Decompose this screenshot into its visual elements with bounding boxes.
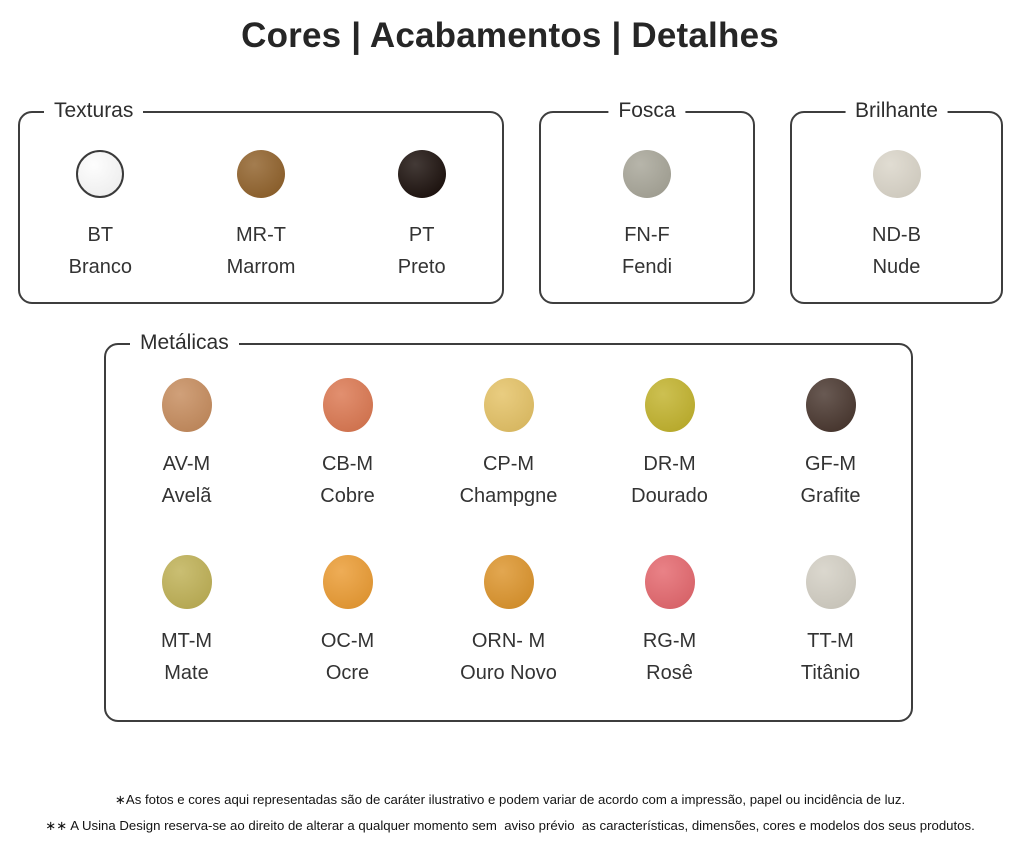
- group-brilhante-label: Brilhante: [845, 98, 948, 124]
- swatch-code: OC-M: [320, 630, 375, 652]
- metalicas-row-1: AV-M Avelã CB-M Cobre CP-M Champgne DR-M…: [106, 345, 911, 508]
- color-swatch-nude: [872, 150, 921, 198]
- swatch-name: Cobre: [320, 485, 375, 507]
- swatch-name: Branco: [68, 256, 133, 278]
- swatch-gfm-grafite: GF-M Grafite: [750, 378, 911, 508]
- color-swatch-fendi: [623, 150, 671, 198]
- color-swatch-mate: [161, 555, 212, 609]
- swatch-code: ND-B: [872, 224, 921, 246]
- color-swatch-cobre: [322, 378, 373, 432]
- page-title: Cores | Acabamentos | Detalhes: [241, 16, 779, 55]
- swatch-code: CP-M: [482, 453, 535, 475]
- color-swatch-avela: [161, 378, 212, 432]
- swatch-code: DR-M: [643, 453, 696, 475]
- swatch-name: Champgne: [459, 485, 558, 507]
- swatch-code: AV-M: [162, 453, 211, 475]
- swatch-name: Mate: [164, 662, 209, 684]
- swatch-code: ORN- M: [471, 630, 546, 652]
- fosca-swatch-row: FN-F Fendi: [541, 113, 753, 279]
- texturas-swatch-row: BT Branco MR-T Marrom PT Preto: [20, 113, 502, 279]
- swatch-name: Avelã: [161, 485, 212, 507]
- swatch-mrt-marrom: MR-T Marrom: [181, 113, 342, 279]
- group-fosca-label: Fosca: [608, 98, 686, 124]
- swatch-ndb-nude: ND-B Nude: [792, 113, 1001, 279]
- swatch-name: Preto: [397, 256, 446, 278]
- group-texturas: Texturas BT Branco MR-T Marrom PT Preto: [18, 98, 504, 304]
- swatch-bt-branco: BT Branco: [20, 113, 181, 279]
- swatch-avm-avela: AV-M Avelã: [106, 378, 267, 508]
- group-metalicas-label: Metálicas: [130, 330, 239, 356]
- swatch-code: FN-F: [624, 224, 670, 246]
- swatch-name: Dourado: [631, 485, 708, 507]
- swatch-code: CB-M: [321, 453, 374, 475]
- swatch-name: Nude: [872, 256, 921, 278]
- swatch-ttm-titanio: TT-M Titânio: [750, 555, 911, 685]
- swatch-code: MT-M: [160, 630, 213, 652]
- swatch-name: Fendi: [621, 256, 673, 278]
- color-swatch-dourado: [644, 378, 695, 432]
- swatch-code: BT: [87, 224, 114, 246]
- group-texturas-label: Texturas: [44, 98, 144, 124]
- swatch-code: PT: [408, 224, 435, 246]
- swatch-drm-dourado: DR-M Dourado: [589, 378, 750, 508]
- swatch-mtm-mate: MT-M Mate: [106, 555, 267, 685]
- color-swatch-grafite: [805, 378, 856, 432]
- color-swatch-branco: [76, 150, 125, 198]
- brilhante-swatch-row: ND-B Nude: [792, 113, 1001, 279]
- swatch-code: TT-M: [807, 630, 854, 652]
- color-swatch-marrom: [237, 150, 285, 198]
- group-brilhante: Brilhante ND-B Nude: [790, 98, 1003, 304]
- color-swatch-titanio: [805, 555, 856, 609]
- footnote-rights-reserved: ∗∗ A Usina Design reserva-se ao direito …: [45, 818, 975, 833]
- swatch-name: Grafite: [800, 485, 861, 507]
- group-fosca: Fosca FN-F Fendi: [539, 98, 755, 304]
- swatch-name: Rosê: [646, 662, 693, 684]
- swatch-cpm-champgne: CP-M Champgne: [428, 378, 589, 508]
- footnote-illustrative-colors: ∗As fotos e cores aqui representadas são…: [114, 792, 906, 807]
- color-swatch-champgne: [483, 378, 534, 432]
- swatch-cbm-cobre: CB-M Cobre: [267, 378, 428, 508]
- swatch-code: RG-M: [642, 630, 697, 652]
- group-metalicas: Metálicas AV-M Avelã CB-M Cobre CP-M Cha…: [104, 330, 913, 722]
- color-swatch-ocre: [322, 555, 373, 609]
- color-swatch-rose: [644, 555, 695, 609]
- metalicas-row-2: MT-M Mate OC-M Ocre ORN- M Ouro Novo RG-…: [106, 555, 911, 685]
- swatch-ornm-ouro-novo: ORN- M Ouro Novo: [428, 555, 589, 685]
- swatch-code: MR-T: [236, 224, 286, 246]
- swatch-name: Ocre: [325, 662, 370, 684]
- swatch-fnf-fendi: FN-F Fendi: [541, 113, 753, 279]
- swatch-name: Titânio: [800, 662, 861, 684]
- swatch-name: Marrom: [226, 256, 296, 278]
- color-swatch-preto: [397, 150, 446, 198]
- swatch-pt-preto: PT Preto: [341, 113, 502, 279]
- swatch-code: GF-M: [804, 453, 857, 475]
- swatch-rgm-rose: RG-M Rosê: [589, 555, 750, 685]
- color-swatch-ouro-novo: [483, 555, 534, 609]
- swatch-name: Ouro Novo: [460, 662, 557, 684]
- swatch-ocm-ocre: OC-M Ocre: [267, 555, 428, 685]
